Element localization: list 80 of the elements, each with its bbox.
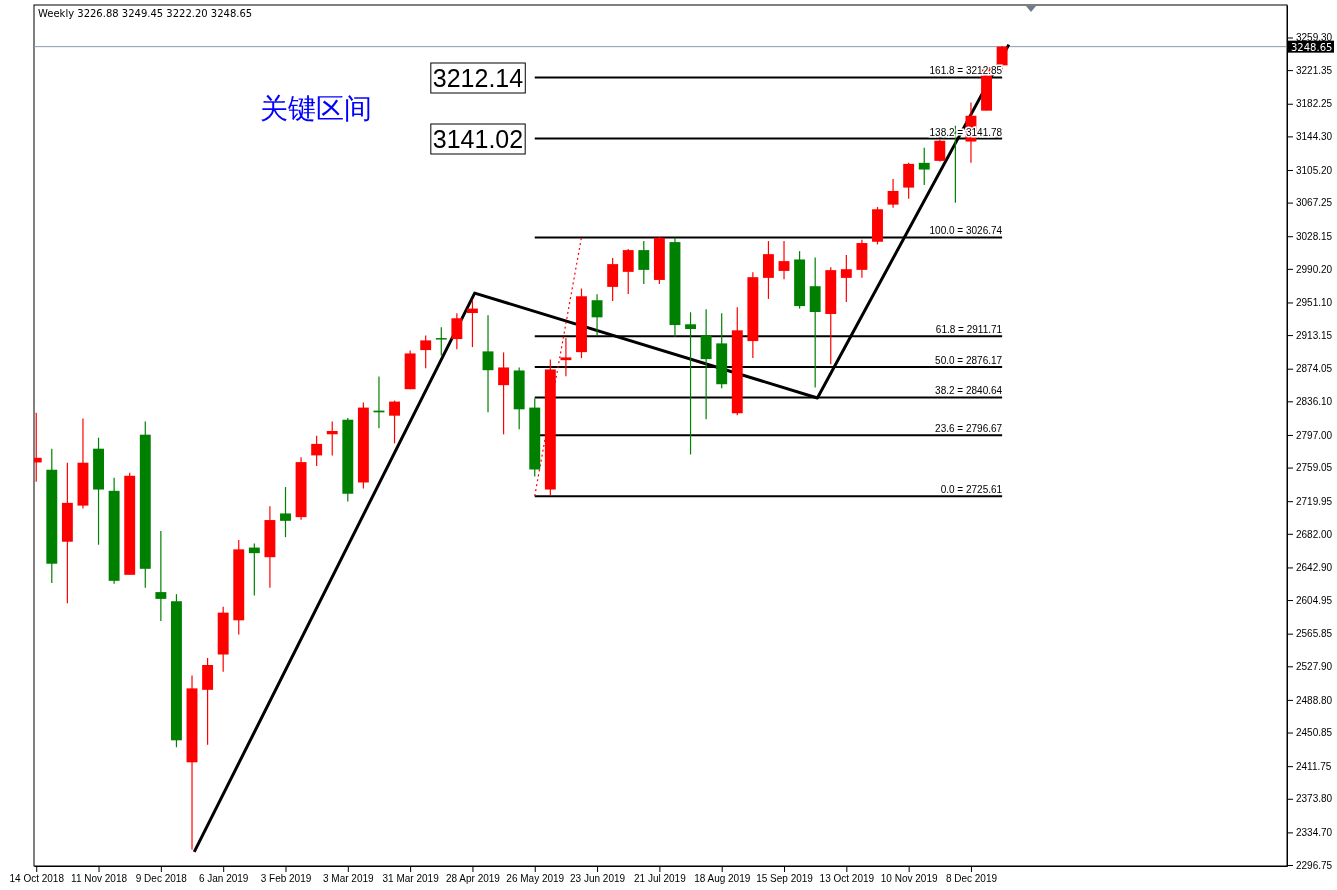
x-tick-label: 18 Aug 2019 xyxy=(694,873,751,885)
y-tick-label: 2411.75 xyxy=(1296,760,1332,772)
y-tick-label: 2334.70 xyxy=(1296,827,1333,839)
x-tick-label: 6 Jan 2019 xyxy=(198,873,249,885)
y-tick-label: 2951.10 xyxy=(1296,297,1333,309)
ref-line-label: 0.0 = 2725.61 xyxy=(940,484,1003,496)
x-tick-label: 15 Sep 2019 xyxy=(756,873,814,885)
candlestick xyxy=(700,308,712,420)
candlestick xyxy=(638,240,650,285)
candlestick xyxy=(685,311,696,456)
annotation: 关键区间 xyxy=(260,92,372,125)
candlestick xyxy=(280,486,291,538)
y-tick-label: 3221.35 xyxy=(1296,64,1333,76)
y-tick-label: 3182.25 xyxy=(1296,98,1333,110)
x-tick-label: 11 Nov 2018 xyxy=(71,873,128,885)
x-tick-label: 23 Jun 2019 xyxy=(570,873,626,885)
y-tick-label: 2797.00 xyxy=(1296,429,1333,441)
candlestick xyxy=(466,299,478,348)
x-tick-label: 8 Dec 2019 xyxy=(945,873,998,885)
candlestick xyxy=(762,240,774,300)
y-tick-label: 3105.20 xyxy=(1296,164,1333,176)
ref-line-label: 50.0 = 2876.17 xyxy=(935,354,1003,366)
y-tick-label: 3144.30 xyxy=(1296,131,1333,143)
line-series xyxy=(192,43,1011,854)
y-tick-label: 2488.80 xyxy=(1296,694,1333,706)
ref-line-label: 3248.65 xyxy=(1291,41,1333,53)
candlestick xyxy=(326,421,338,456)
candlestick xyxy=(903,162,915,200)
candlestick xyxy=(482,314,494,413)
x-tick-label: 14 Oct 2018 xyxy=(9,873,65,885)
annotation: 3212.14 xyxy=(432,64,524,92)
ref-line-label: 38.2 = 2840.64 xyxy=(935,385,1003,397)
chart-title: Weekly 3226.88 3249.45 3222.20 3248.65 xyxy=(38,8,253,19)
x-tick-label: 9 Dec 2018 xyxy=(135,873,188,885)
y-tick-label: 2450.85 xyxy=(1296,727,1333,739)
candlestick xyxy=(420,334,432,369)
x-tick-label: 31 Mar 2019 xyxy=(382,873,440,885)
ref-line-label: 61.8 = 2911.71 xyxy=(935,324,1003,336)
x-tick-label: 10 Nov 2019 xyxy=(880,873,938,885)
candlestick xyxy=(622,248,634,295)
ref-line-label: 100.0 = 3026.74 xyxy=(929,225,1003,237)
candlestick xyxy=(887,178,899,209)
y-tick-label: 2836.10 xyxy=(1296,396,1333,408)
y-tick-label: 2642.90 xyxy=(1296,562,1333,574)
x-tick-label: 26 May 2019 xyxy=(506,873,565,885)
y-tick-label: 3259.30 xyxy=(1296,32,1333,44)
y-tick-label: 2296.75 xyxy=(1296,859,1333,871)
y-tick-label: 2874.05 xyxy=(1296,363,1333,375)
y-tick-label: 2719.95 xyxy=(1296,495,1333,507)
candlestick xyxy=(248,542,260,597)
x-tick-label: 3 Feb 2019 xyxy=(260,873,312,885)
candlestick xyxy=(389,399,400,444)
y-tick-label: 3028.15 xyxy=(1296,230,1333,242)
y-tick-label: 2604.95 xyxy=(1296,594,1333,606)
candlestick xyxy=(778,240,790,280)
candlestick xyxy=(311,435,323,467)
candlestick xyxy=(918,147,930,186)
x-tick-label: 28 Apr 2019 xyxy=(445,873,501,885)
y-tick-label: 2373.80 xyxy=(1296,793,1333,805)
annotation: 3141.02 xyxy=(432,125,524,153)
candlestick xyxy=(498,351,510,435)
candlestick xyxy=(560,337,572,377)
candlestick xyxy=(840,254,852,303)
candlestick xyxy=(451,312,463,350)
ref-line-label: 23.6 = 2796.67 xyxy=(935,423,1003,435)
y-tick-label: 2565.85 xyxy=(1296,628,1333,640)
y-tick-label: 2682.00 xyxy=(1296,528,1333,540)
candlestick xyxy=(607,257,619,302)
y-tick-label: 2913.15 xyxy=(1296,329,1333,341)
candlestick xyxy=(934,139,946,163)
x-tick-label: 21 Jul 2019 xyxy=(634,873,687,885)
candlestick xyxy=(155,530,167,622)
candlestick xyxy=(435,326,447,357)
y-tick-label: 2759.05 xyxy=(1296,462,1333,474)
y-tick-label: 3067.25 xyxy=(1296,197,1333,209)
x-tick-label: 13 Oct 2019 xyxy=(819,873,875,885)
y-tick-label: 2990.20 xyxy=(1296,263,1333,275)
y-tick-label: 2527.90 xyxy=(1296,660,1333,672)
x-tick-label: 3 Mar 2019 xyxy=(323,873,375,885)
candlestick xyxy=(591,293,603,336)
